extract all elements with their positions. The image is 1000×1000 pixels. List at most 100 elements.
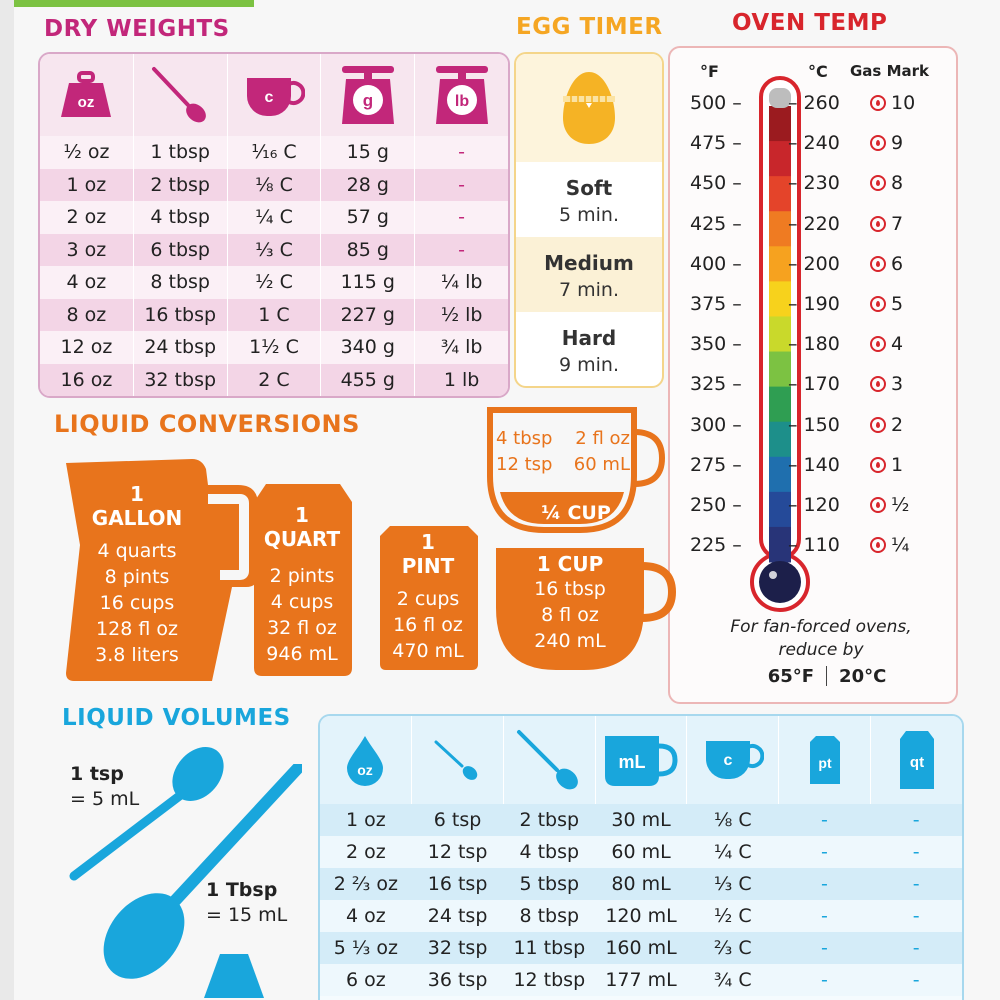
table-cell: ½ lb (440, 303, 483, 326)
temp-celsius: – 230 (788, 172, 840, 195)
table-cell: 120 mL (605, 905, 677, 927)
table-cell: 12 tsp (427, 841, 488, 863)
table-cell: - (821, 841, 828, 863)
table-cell: 1 lb (443, 368, 480, 391)
cup-measure-icon (204, 954, 264, 998)
gas-mark-value: 1 (891, 453, 904, 476)
table-cell: ¾ lb (440, 336, 483, 359)
gas-mark: 4 (870, 333, 950, 355)
gallon-qty: 1 (130, 482, 144, 506)
egg-timer-panel: Soft 5 min. Medium 7 min. Hard 9 min. (514, 52, 664, 388)
liquid-volumes-table: oz mL (318, 714, 964, 1000)
flame-icon (870, 416, 886, 433)
quart-line-2: 4 cups (270, 591, 334, 613)
dry-weights-heading: DRY WEIGHTS (44, 16, 230, 42)
table-cell: 2 oz (345, 841, 386, 863)
table-cell: 4 tbsp (134, 201, 228, 234)
table-cell: - (912, 905, 920, 927)
table-cell: ½ oz (40, 136, 134, 169)
one-cup-line-2: 8 fl oz (541, 604, 599, 626)
svg-text:c: c (265, 89, 274, 106)
table-row: 2 oz 12 tsp 4 tbsp 60 mL ¼ C - - (320, 836, 962, 868)
gallon-line-4: 128 fl oz (96, 618, 178, 640)
celsius-header: °C (808, 62, 828, 81)
svg-text:qt: qt (909, 754, 923, 771)
table-cell: - (912, 937, 920, 959)
quart-line-1: 2 pints (269, 565, 335, 587)
table-cell: 160 mL (605, 937, 677, 959)
flame-icon (870, 175, 886, 192)
svg-text:mL: mL (619, 752, 646, 772)
table-cell: ¼ C (713, 841, 752, 863)
table-cell: 24 tsp (427, 905, 488, 927)
teaspoon-small-icon (412, 716, 504, 804)
table-cell: ¹⁄₁₆ C (228, 136, 322, 169)
svg-text:oz: oz (358, 762, 374, 778)
temp-row: 350 – – 180 4 (670, 333, 960, 355)
gallon-line-3: 16 cups (99, 592, 175, 614)
table-cell: - (821, 937, 828, 959)
temp-row: 325 – – 170 3 (670, 373, 960, 395)
table-cell: - (458, 141, 466, 164)
table-cell: 340 g (321, 331, 416, 364)
temp-celsius: – 200 (788, 252, 840, 275)
table-cell: 6 oz (345, 969, 386, 991)
liquid-volumes-rows: 1 oz 6 tsp 2 tbsp 30 mL ⅛ C - - 2 oz 12 tsp 4 tbs… (320, 804, 962, 996)
gas-mark-value: 6 (891, 252, 904, 275)
quarter-cup-tsp: 12 tsp (496, 454, 553, 475)
temp-fahrenheit: 425 – (690, 212, 742, 235)
pint-qty: 1 (421, 530, 435, 554)
table-cell: - (912, 841, 920, 863)
temp-fahrenheit: 450 – (690, 172, 742, 195)
thermometer-band (769, 246, 791, 282)
pint-carton-blue-icon: pt (779, 716, 872, 804)
table-cell: ⅓ C (228, 233, 322, 266)
table-row: 3 oz 6 tbsp ⅓ C 85 g - (40, 233, 508, 266)
thermometer-band (769, 176, 791, 212)
quarter-cup-floz: 2 fl oz (575, 428, 630, 449)
flame-icon (870, 215, 886, 232)
temp-row: 425 – – 220 7 (670, 213, 960, 235)
flame-icon (870, 497, 886, 513)
egg-timer-header (516, 54, 662, 162)
temp-fahrenheit: 500 – (690, 92, 742, 114)
quart-qty: 1 (295, 503, 309, 527)
table-cell: ⅛ C (228, 168, 322, 201)
table-row: 4 oz 24 tsp 8 tbsp 120 mL ½ C - - (320, 900, 962, 932)
table-row: 2 ⅔ oz 16 tsp 5 tbsp 80 mL ⅓ C - - (320, 868, 962, 900)
one-cup-label: 1 CUP (536, 552, 604, 576)
flame-icon (870, 336, 886, 353)
gas-mark: 1 (870, 454, 950, 476)
quart-text: 1 QUART 2 pints 4 cups 32 fl oz 946 mL (252, 503, 352, 667)
table-cell: 1 oz (40, 168, 134, 201)
gas-mark-value: 3 (891, 373, 904, 396)
table-cell: ⅛ C (713, 809, 752, 831)
table-cell: ¼ C (228, 201, 322, 234)
table-cell: - (912, 809, 920, 831)
gas-mark: 2 (870, 414, 950, 436)
table-cell: 2 tbsp (134, 168, 228, 201)
gas-mark-value: 7 (891, 212, 904, 235)
drop-oz-icon: oz (320, 716, 412, 804)
reduce-celsius: 20°C (839, 666, 887, 687)
thermometer-band (769, 141, 791, 177)
table-cell: 60 mL (611, 841, 671, 863)
table-cell: - (458, 206, 466, 229)
thermometer-band (769, 421, 791, 458)
scale-lb-icon: lb (415, 54, 508, 136)
table-cell: ⅓ C (713, 873, 752, 895)
table-cell: - (821, 905, 828, 927)
table-cell: 8 oz (40, 298, 134, 331)
table-cell: 6 tsp (433, 809, 482, 831)
table-cell: 30 mL (611, 809, 671, 831)
cup-c-blue-icon: c (687, 716, 780, 804)
flame-icon (870, 456, 886, 473)
pint-line-3: 470 mL (392, 640, 464, 662)
table-cell: 4 tbsp (519, 841, 580, 863)
gas-mark: 5 (870, 293, 950, 315)
temp-celsius: – 240 (788, 132, 840, 155)
table-cell: - (912, 873, 920, 895)
table-cell: 85 g (321, 233, 416, 266)
liquid-volumes-header: oz mL (320, 716, 962, 804)
gas-mark: 7 (870, 213, 950, 235)
